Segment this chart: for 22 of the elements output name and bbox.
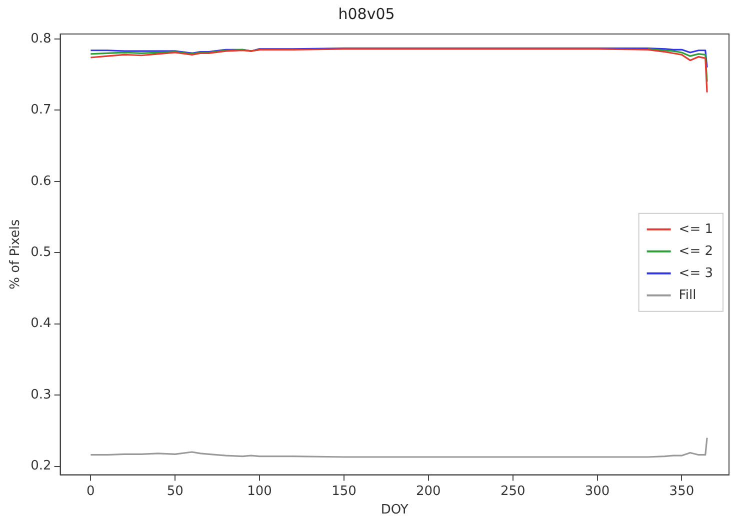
legend-label: <= 2 — [678, 244, 714, 259]
x-tick-label: 150 — [332, 484, 356, 499]
legend-label: Fill — [678, 288, 696, 303]
x-tick-label: 250 — [500, 484, 526, 499]
y-axis-title: % of Pixels — [8, 219, 24, 290]
x-tick-label: 300 — [584, 484, 610, 499]
x-tick-label: 350 — [669, 484, 694, 499]
y-tick-label: 0.6 — [30, 174, 52, 189]
x-tick-label: 100 — [247, 484, 272, 499]
legend-label: <= 1 — [678, 222, 714, 237]
y-tick-label: 0.4 — [30, 316, 52, 332]
x-tick-label: 200 — [416, 484, 441, 499]
chart-title: h08v05 — [338, 4, 395, 23]
x-tick-label: 0 — [86, 484, 95, 499]
y-tick-label: 0.5 — [30, 244, 52, 260]
y-tick-label: 0.7 — [30, 102, 52, 118]
legend-label: <= 3 — [678, 266, 714, 281]
y-tick-label: 0.2 — [30, 458, 52, 474]
y-tick-label: 0.8 — [30, 31, 52, 46]
x-tick-label: 50 — [166, 484, 184, 499]
x-axis-title: DOY — [380, 502, 408, 518]
y-tick-label: 0.3 — [30, 387, 52, 402]
